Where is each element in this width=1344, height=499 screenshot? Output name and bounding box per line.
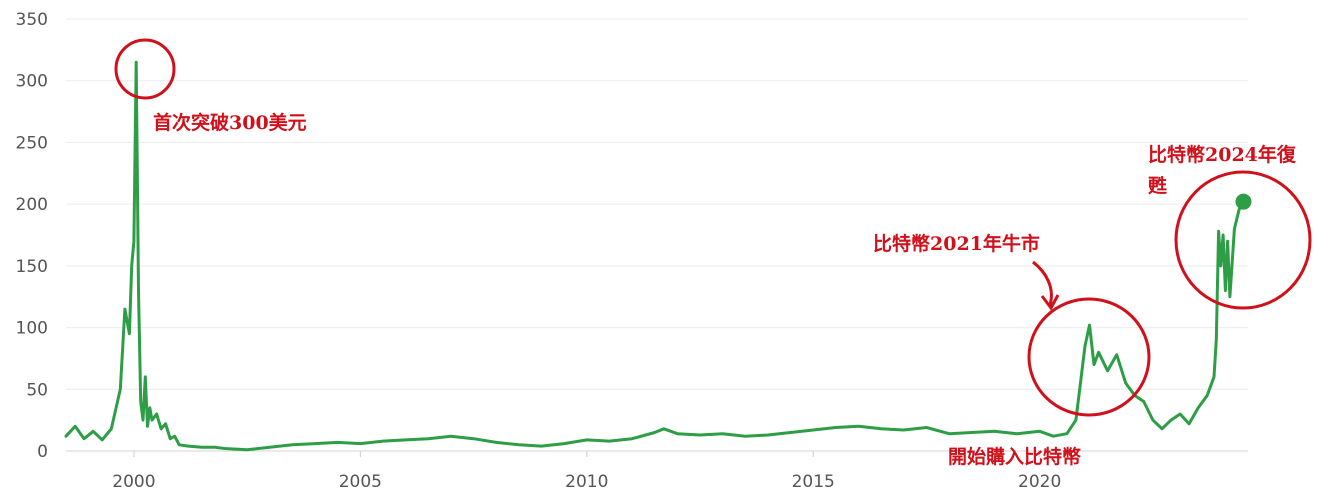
x-tick-label: 2015 xyxy=(792,472,835,492)
x-tick-label: 2020 xyxy=(1018,472,1061,492)
annotation-2024-recovery-line2: 甦 xyxy=(1148,175,1168,197)
annotation-start-buying: 開始購入比特幣 xyxy=(948,445,1081,468)
series-layer xyxy=(64,60,1252,452)
annotation-arrow-head xyxy=(1040,294,1060,311)
annotation-first-300: 首次突破300美元 xyxy=(153,111,307,134)
bull-2021-circle xyxy=(1027,297,1151,417)
series-line xyxy=(64,60,1245,452)
y-tick-label: 250 xyxy=(16,133,48,153)
y-tick-label: 0 xyxy=(37,442,48,462)
y-tick-label: 200 xyxy=(16,195,48,215)
y-tick-label: 100 xyxy=(16,319,48,339)
y-tick-label: 350 xyxy=(16,10,48,30)
peak-2000-circle xyxy=(114,38,176,100)
x-tick-label: 2000 xyxy=(112,472,155,492)
y-tick-label: 50 xyxy=(26,380,48,400)
recovery-2024-circle xyxy=(1174,170,1312,310)
annotation-2024-recovery-line1: 比特幣2024年復 xyxy=(1148,143,1297,166)
axes: 0 50 100 150 200 250 300 350 2000 2005 2010 2015 202… xyxy=(16,10,1062,492)
y-tick-label: 300 xyxy=(16,72,48,92)
y-tick-label: 150 xyxy=(16,257,48,277)
x-tick-label: 2005 xyxy=(339,472,382,492)
annotations: 首次突破300美元 比特幣2021年牛市 開始購入比特幣 比特幣2024年復 甦 xyxy=(153,111,1297,468)
annotation-2021-bull: 比特幣2021年牛市 xyxy=(873,232,1040,255)
x-tick-label: 2010 xyxy=(565,472,608,492)
highlight-circles xyxy=(114,38,1312,417)
grid-lines xyxy=(66,18,1248,452)
latest-value-marker xyxy=(1235,193,1252,210)
annotation-arrow xyxy=(1032,260,1053,306)
